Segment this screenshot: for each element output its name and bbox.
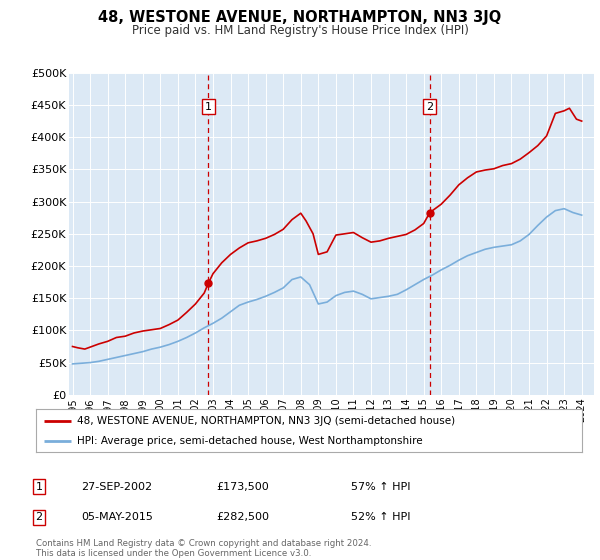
- Text: 1: 1: [205, 101, 212, 111]
- Text: £173,500: £173,500: [216, 482, 269, 492]
- Text: 52% ↑ HPI: 52% ↑ HPI: [351, 512, 410, 522]
- Text: 05-MAY-2015: 05-MAY-2015: [81, 512, 153, 522]
- Text: £282,500: £282,500: [216, 512, 269, 522]
- Text: Price paid vs. HM Land Registry's House Price Index (HPI): Price paid vs. HM Land Registry's House …: [131, 24, 469, 36]
- Text: 1: 1: [35, 482, 43, 492]
- Text: 27-SEP-2002: 27-SEP-2002: [81, 482, 152, 492]
- Text: Contains HM Land Registry data © Crown copyright and database right 2024.
This d: Contains HM Land Registry data © Crown c…: [36, 539, 371, 558]
- Text: 2: 2: [426, 101, 433, 111]
- Text: 48, WESTONE AVENUE, NORTHAMPTON, NN3 3JQ (semi-detached house): 48, WESTONE AVENUE, NORTHAMPTON, NN3 3JQ…: [77, 416, 455, 426]
- Text: 57% ↑ HPI: 57% ↑ HPI: [351, 482, 410, 492]
- Text: 2: 2: [35, 512, 43, 522]
- Text: 48, WESTONE AVENUE, NORTHAMPTON, NN3 3JQ: 48, WESTONE AVENUE, NORTHAMPTON, NN3 3JQ: [98, 10, 502, 25]
- Text: HPI: Average price, semi-detached house, West Northamptonshire: HPI: Average price, semi-detached house,…: [77, 436, 422, 446]
